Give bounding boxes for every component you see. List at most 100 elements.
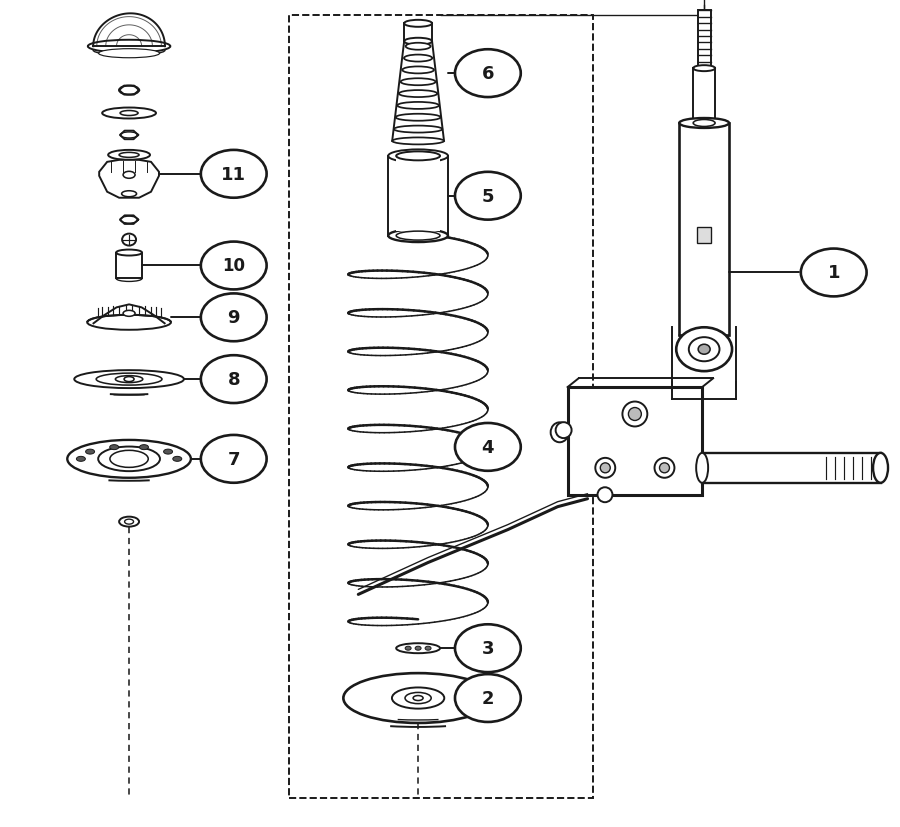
Ellipse shape <box>873 453 888 483</box>
Ellipse shape <box>455 423 521 471</box>
Ellipse shape <box>455 624 521 672</box>
Ellipse shape <box>405 647 411 650</box>
Ellipse shape <box>404 21 432 28</box>
Ellipse shape <box>392 687 445 709</box>
Ellipse shape <box>392 138 444 146</box>
Ellipse shape <box>660 463 670 473</box>
Ellipse shape <box>396 115 441 122</box>
Ellipse shape <box>119 153 139 158</box>
Ellipse shape <box>76 457 86 461</box>
Ellipse shape <box>455 173 521 220</box>
Text: 5: 5 <box>482 188 494 205</box>
Ellipse shape <box>801 249 867 297</box>
Bar <box>680 124 729 336</box>
Ellipse shape <box>68 440 191 478</box>
Ellipse shape <box>397 103 439 110</box>
Ellipse shape <box>555 423 572 438</box>
Ellipse shape <box>406 44 430 50</box>
Ellipse shape <box>123 311 135 317</box>
Ellipse shape <box>628 408 642 421</box>
Ellipse shape <box>399 91 437 98</box>
Ellipse shape <box>110 451 148 468</box>
Ellipse shape <box>120 217 138 224</box>
Bar <box>289 17 592 798</box>
Bar <box>693 69 716 124</box>
Bar <box>404 24 432 42</box>
Ellipse shape <box>124 377 134 382</box>
Text: 3: 3 <box>482 639 494 657</box>
Ellipse shape <box>396 152 440 161</box>
Bar <box>568 388 702 495</box>
Ellipse shape <box>116 276 142 282</box>
Text: 2: 2 <box>482 689 494 707</box>
Ellipse shape <box>99 50 159 59</box>
Ellipse shape <box>116 251 142 256</box>
Ellipse shape <box>201 435 266 483</box>
Ellipse shape <box>119 517 139 527</box>
Ellipse shape <box>680 119 729 129</box>
Text: 10: 10 <box>222 257 245 275</box>
Ellipse shape <box>201 356 266 404</box>
Ellipse shape <box>396 643 440 653</box>
Ellipse shape <box>455 674 521 722</box>
Ellipse shape <box>123 172 135 179</box>
Ellipse shape <box>120 112 138 117</box>
Ellipse shape <box>595 458 616 478</box>
Ellipse shape <box>173 457 182 461</box>
Ellipse shape <box>120 133 138 139</box>
Ellipse shape <box>676 327 732 371</box>
Ellipse shape <box>551 423 569 442</box>
Text: 1: 1 <box>827 264 840 282</box>
Bar <box>698 227 711 243</box>
Ellipse shape <box>344 673 493 723</box>
Ellipse shape <box>388 151 448 163</box>
Ellipse shape <box>698 345 710 355</box>
Ellipse shape <box>98 447 160 471</box>
Ellipse shape <box>103 108 156 119</box>
Ellipse shape <box>115 376 143 383</box>
Ellipse shape <box>201 294 266 342</box>
Ellipse shape <box>94 46 165 56</box>
Ellipse shape <box>119 87 139 95</box>
Text: 9: 9 <box>228 309 240 327</box>
Ellipse shape <box>164 450 173 455</box>
Text: 7: 7 <box>228 450 240 468</box>
Text: 6: 6 <box>482 65 494 83</box>
Ellipse shape <box>400 79 436 86</box>
Text: 11: 11 <box>221 165 247 184</box>
Ellipse shape <box>697 453 708 483</box>
Ellipse shape <box>688 337 719 362</box>
Bar <box>396 156 440 232</box>
Ellipse shape <box>140 445 148 450</box>
Ellipse shape <box>413 696 423 700</box>
Ellipse shape <box>388 230 448 243</box>
Ellipse shape <box>75 370 184 389</box>
Bar <box>116 253 142 280</box>
Bar <box>388 156 448 237</box>
Ellipse shape <box>96 374 162 385</box>
Ellipse shape <box>600 463 610 473</box>
Ellipse shape <box>455 50 521 98</box>
Ellipse shape <box>86 450 94 455</box>
Ellipse shape <box>396 232 440 241</box>
Ellipse shape <box>693 66 716 72</box>
Ellipse shape <box>598 488 613 503</box>
Ellipse shape <box>122 192 137 198</box>
Ellipse shape <box>405 692 431 704</box>
Ellipse shape <box>88 41 170 54</box>
Text: 4: 4 <box>482 438 494 457</box>
Ellipse shape <box>122 234 136 246</box>
Ellipse shape <box>425 647 431 650</box>
Ellipse shape <box>404 55 432 63</box>
Ellipse shape <box>415 647 421 650</box>
Ellipse shape <box>404 39 432 45</box>
Ellipse shape <box>87 315 171 330</box>
Ellipse shape <box>108 151 150 160</box>
Ellipse shape <box>402 67 434 74</box>
Polygon shape <box>99 160 159 198</box>
Ellipse shape <box>124 519 133 524</box>
Bar <box>698 12 711 69</box>
Ellipse shape <box>110 445 119 450</box>
Bar <box>702 453 880 483</box>
Text: 8: 8 <box>228 370 240 389</box>
